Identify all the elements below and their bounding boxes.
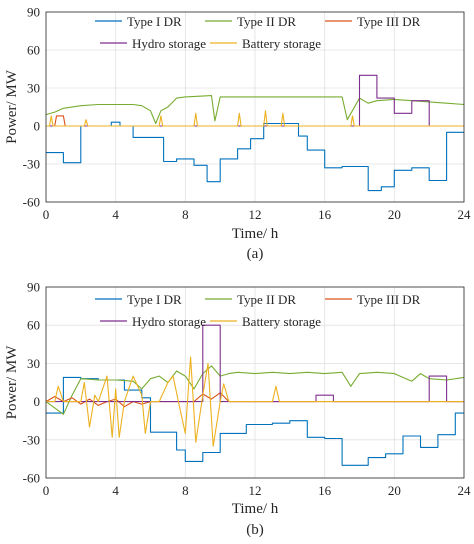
chart-caption: (b) [246, 522, 264, 538]
plot-area-frame [45, 286, 465, 479]
x-tick-label: 16 [318, 483, 332, 498]
y-tick-label: -30 [23, 432, 40, 447]
y-axis-label: Power/ MW [4, 69, 20, 144]
x-tick-label: 16 [318, 207, 332, 222]
chart-caption: (a) [247, 246, 264, 262]
chart-panel-1: -60 -30 0 30 60 90 0 4 8 12 16 20 24 Type I DR Type II… [4, 5, 471, 263]
series-line-hydro-storage [46, 324, 464, 403]
legend-label: Type I DR [127, 14, 182, 29]
x-tick-label: 4 [112, 207, 119, 222]
x-tick-label: 8 [182, 483, 189, 498]
x-axis-label: Time/ h [232, 501, 279, 517]
y-tick-label: -30 [23, 157, 40, 172]
x-tick-label: 4 [112, 483, 119, 498]
x-tick-label: 0 [43, 207, 50, 222]
legend-label: Type II DR [237, 292, 296, 307]
legend-label: Hydro storage [132, 314, 206, 329]
legend-label: Hydro storage [132, 36, 206, 51]
y-tick-label: 30 [27, 81, 40, 96]
series-line-hydro-storage [46, 74, 464, 127]
x-tick-label: 8 [182, 207, 189, 222]
series-line-battery-storage [46, 356, 464, 447]
y-tick-label: 0 [34, 119, 41, 134]
series-line-type-i-dr [46, 376, 464, 466]
legend: Type I DR Type II DR Type III DR Hydro stor… [95, 292, 421, 329]
y-axis-label: Power/ MW [4, 345, 20, 420]
series-line-type-iii-dr [45, 392, 464, 408]
y-tick-label: 60 [27, 318, 40, 333]
legend-label: Battery storage [242, 36, 321, 51]
x-tick-label: 0 [43, 483, 50, 498]
series-line-type-i-dr [46, 121, 464, 192]
legend-label: Battery storage [242, 314, 321, 329]
legend-label: Type I DR [127, 292, 182, 307]
y-tick-label: 60 [27, 43, 40, 58]
legend-label: Type II DR [237, 14, 296, 29]
plot-area-frame [45, 11, 465, 203]
x-tick-label: 24 [458, 207, 472, 222]
y-tick-label: -60 [23, 195, 40, 210]
y-tick-label: 90 [27, 280, 40, 295]
y-tick-label: 0 [34, 394, 41, 409]
chart-panel-2: -60 -30 0 30 60 90 0 4 8 12 16 20 24 Type I DR Type II… [4, 280, 471, 539]
x-tick-label: 12 [249, 207, 262, 222]
series-line-battery-storage [46, 110, 464, 127]
y-tick-label: 90 [27, 5, 40, 20]
x-tick-label: 12 [249, 483, 262, 498]
legend: Type I DR Type II DR Type III DR Hydro stor… [95, 14, 421, 51]
series-line-type-ii-dr [45, 365, 465, 415]
x-tick-label: 20 [388, 207, 401, 222]
x-tick-label: 20 [388, 483, 401, 498]
x-axis-label: Time/ h [232, 226, 279, 242]
y-tick-label: 30 [27, 356, 40, 371]
x-tick-label: 24 [458, 483, 472, 498]
series-line-type-ii-dr [45, 95, 465, 125]
legend-label: Type III DR [357, 292, 421, 307]
y-tick-label: -60 [23, 471, 40, 486]
legend-label: Type III DR [357, 14, 421, 29]
